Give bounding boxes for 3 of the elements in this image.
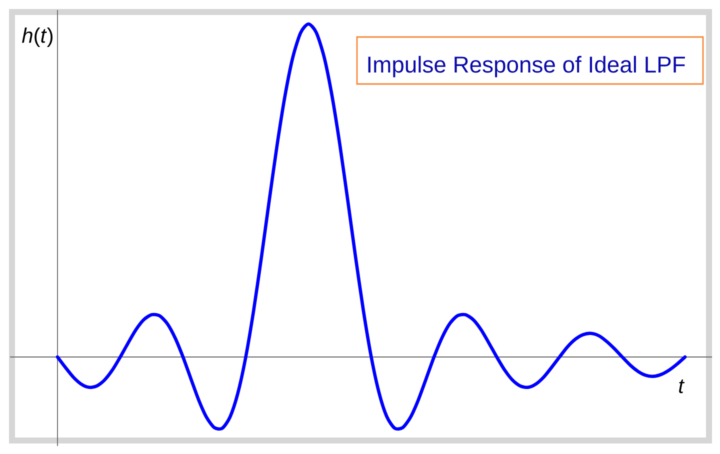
text: Impulse Response of Ideal LPF [368,56,685,78]
y-axis-title: h(t) [22,28,53,48]
x-axis-title: t [679,379,685,394]
